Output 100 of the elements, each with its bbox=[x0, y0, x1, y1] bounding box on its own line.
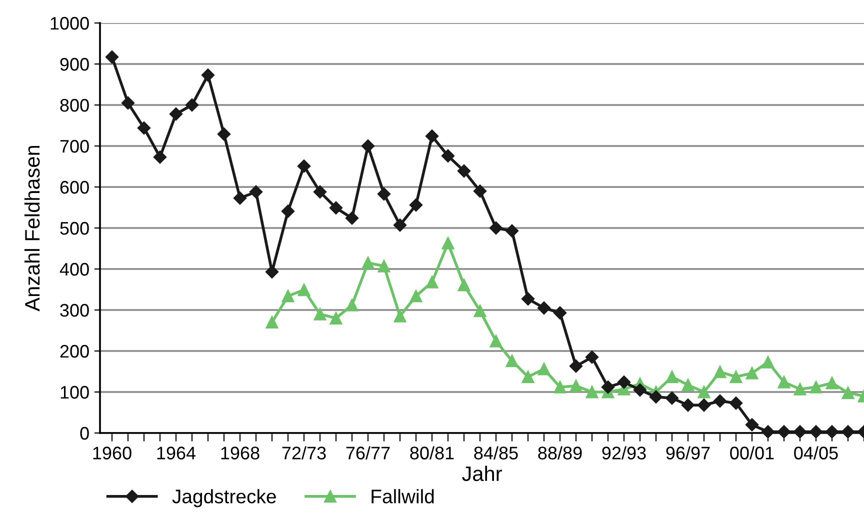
point bbox=[570, 380, 582, 392]
y-tick-label: 500 bbox=[60, 222, 89, 235]
point bbox=[617, 376, 631, 389]
point bbox=[730, 370, 742, 384]
x-tick-label: 92/93 bbox=[602, 446, 646, 460]
point bbox=[393, 218, 407, 232]
y-tick-label: 700 bbox=[60, 140, 89, 153]
point bbox=[410, 290, 422, 302]
x-tick-label: 76/77 bbox=[346, 446, 390, 460]
x-tick-label: 1964 bbox=[157, 446, 196, 460]
x-tick-label: 96/97 bbox=[666, 446, 710, 460]
point bbox=[233, 191, 247, 205]
point bbox=[361, 139, 375, 153]
x-tick-label: 88/89 bbox=[538, 446, 582, 460]
point bbox=[682, 378, 694, 392]
point bbox=[217, 128, 231, 141]
point bbox=[490, 334, 502, 348]
point bbox=[794, 382, 806, 396]
point bbox=[841, 425, 855, 438]
point bbox=[745, 418, 759, 432]
y-tick-label: 1000 bbox=[50, 16, 89, 30]
point bbox=[489, 221, 503, 235]
point bbox=[809, 425, 823, 438]
point bbox=[649, 390, 663, 404]
point bbox=[378, 260, 390, 272]
legend-label: Fallwild bbox=[372, 489, 434, 504]
y-tick-label: 400 bbox=[60, 262, 89, 276]
point bbox=[313, 185, 327, 199]
y-tick-label: 200 bbox=[60, 344, 89, 358]
x-tick-label: 04/05 bbox=[794, 446, 838, 460]
point bbox=[585, 350, 599, 364]
point bbox=[793, 425, 807, 438]
x-tick-label: 1960 bbox=[93, 446, 132, 460]
point bbox=[201, 68, 215, 82]
point bbox=[441, 149, 455, 162]
point bbox=[697, 398, 711, 412]
point bbox=[362, 256, 374, 270]
point bbox=[345, 212, 359, 225]
x-tick-label: 72/73 bbox=[282, 446, 326, 460]
point bbox=[698, 386, 710, 398]
point bbox=[298, 284, 310, 296]
point bbox=[522, 370, 534, 384]
point bbox=[681, 398, 695, 412]
point bbox=[249, 185, 263, 199]
point bbox=[810, 380, 822, 394]
point bbox=[826, 376, 838, 390]
point bbox=[761, 425, 775, 438]
point bbox=[521, 292, 535, 306]
point bbox=[778, 376, 790, 388]
point bbox=[169, 107, 183, 121]
point bbox=[282, 290, 294, 302]
point bbox=[346, 298, 358, 312]
point bbox=[569, 360, 583, 373]
point bbox=[297, 160, 311, 173]
point bbox=[266, 316, 278, 329]
y-tick-label: 900 bbox=[60, 58, 89, 71]
y-tick-label: 0 bbox=[80, 426, 89, 440]
point bbox=[538, 362, 550, 376]
point bbox=[601, 380, 615, 394]
point bbox=[329, 201, 343, 214]
point bbox=[762, 356, 774, 368]
point bbox=[137, 121, 151, 135]
point bbox=[458, 278, 470, 292]
point bbox=[105, 50, 119, 64]
point bbox=[713, 394, 727, 408]
point bbox=[553, 306, 567, 320]
point bbox=[330, 312, 342, 324]
point bbox=[457, 164, 471, 178]
point bbox=[281, 204, 295, 218]
point bbox=[505, 224, 519, 238]
y-tick-label: 100 bbox=[60, 386, 89, 399]
y-tick-label: 800 bbox=[60, 98, 89, 112]
point bbox=[377, 187, 391, 201]
x-tick-label: 84/85 bbox=[474, 446, 518, 460]
point bbox=[729, 396, 743, 410]
point bbox=[185, 98, 199, 112]
point bbox=[473, 184, 487, 198]
point bbox=[442, 236, 454, 250]
x-tick-label: 80/81 bbox=[410, 446, 454, 460]
point bbox=[746, 366, 758, 380]
legend-label: Jagdstrecke bbox=[172, 489, 276, 508]
point bbox=[666, 370, 678, 384]
point bbox=[121, 96, 135, 110]
point bbox=[665, 392, 679, 405]
point bbox=[633, 383, 647, 397]
point bbox=[506, 354, 518, 368]
y-tick-label: 600 bbox=[60, 180, 89, 194]
x-tick-label: 1968 bbox=[221, 446, 260, 460]
point bbox=[314, 308, 326, 320]
point bbox=[537, 301, 551, 315]
point bbox=[825, 425, 839, 438]
point bbox=[474, 304, 486, 318]
point bbox=[554, 380, 566, 394]
point bbox=[714, 366, 726, 378]
point bbox=[426, 276, 438, 288]
point bbox=[586, 386, 598, 398]
point bbox=[409, 198, 423, 212]
x-tick-label: 00/01 bbox=[730, 446, 774, 460]
x-axis-title: Jahr bbox=[462, 466, 502, 482]
point bbox=[265, 265, 279, 278]
